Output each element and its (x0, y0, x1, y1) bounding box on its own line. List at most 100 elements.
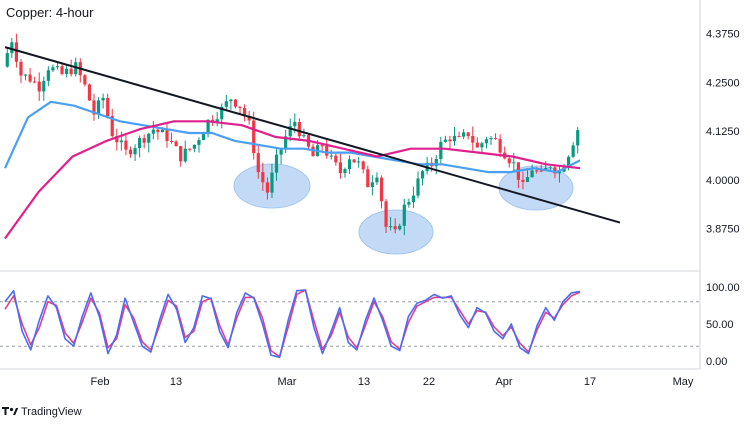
candle-body (224, 101, 228, 107)
candle-body (489, 138, 493, 140)
candle-body (220, 106, 224, 120)
candle-body (96, 100, 101, 115)
candle-body (33, 81, 37, 83)
candle-body (124, 140, 128, 150)
candle-body (197, 140, 201, 145)
candle-body (297, 121, 301, 137)
candle-body (252, 120, 256, 154)
oscillator-tick-label: 50.00 (706, 319, 734, 331)
candle-body (530, 170, 534, 178)
candle-body (37, 81, 41, 92)
candle-body (571, 145, 575, 157)
candle-body (174, 141, 178, 147)
price-tick-label: 3.8750 (706, 224, 740, 236)
candle-body (179, 146, 183, 162)
candle-body (443, 139, 447, 142)
candle-body (256, 153, 260, 173)
candle-body (274, 154, 279, 173)
candle-body (352, 159, 356, 163)
time-tick-label: Feb (91, 376, 110, 388)
tradingview-logo: TradingView (2, 406, 82, 418)
candle-body (14, 42, 19, 62)
candle-body (261, 172, 265, 183)
candle-body (160, 129, 165, 133)
candle-body (366, 169, 370, 188)
candle-body (484, 139, 489, 144)
candle-body (480, 143, 484, 148)
candle-body (201, 133, 206, 141)
candle-body (42, 80, 46, 92)
candle-body (452, 135, 457, 142)
trendline-group (4, 46, 621, 224)
time-axis[interactable]: Feb 13 Mar 13 22 Apr 17 May (91, 376, 694, 388)
candle-body (343, 169, 347, 174)
candle-body (407, 202, 411, 205)
candle-body (46, 70, 50, 81)
candle-body (55, 66, 60, 68)
candle-body (334, 155, 338, 163)
candle-body (457, 135, 461, 137)
price-tick-label: 4.2500 (706, 77, 740, 89)
candle-body (151, 129, 155, 134)
candle-body (420, 171, 425, 179)
candle-body (539, 170, 543, 172)
oscillator-tick-label: 100.00 (706, 282, 740, 294)
candle-body (434, 158, 438, 167)
oscillator-axis[interactable]: 100.00 50.00 0.00 (706, 282, 740, 368)
candle-body (142, 138, 146, 143)
candle-body (165, 129, 169, 142)
candle-body (10, 42, 14, 54)
candle-body (553, 167, 557, 174)
candle-body (398, 225, 402, 230)
candle-body (119, 140, 123, 143)
candle-body (138, 138, 142, 149)
stochastic-k-line (4, 289, 581, 359)
candle-body (576, 130, 580, 146)
time-tick-label: 17 (584, 376, 596, 388)
candle-body (325, 146, 329, 156)
candle-body (462, 132, 466, 137)
candle-body (51, 67, 55, 71)
candle-body (87, 84, 92, 101)
price-tick-label: 4.3750 (706, 29, 740, 41)
price-tick-label: 4.0000 (706, 175, 740, 187)
candle-body (192, 144, 196, 149)
candlesticks (5, 33, 580, 236)
candle-body (242, 108, 247, 117)
candle-body (133, 148, 137, 155)
candle-body (557, 171, 562, 174)
candle-body (23, 74, 28, 76)
oscillator-tick-label: 0.00 (706, 356, 727, 368)
candle-body (493, 138, 498, 140)
candle-body (247, 116, 251, 121)
time-tick-label: Apr (495, 376, 512, 388)
candle-body (361, 161, 365, 170)
candle-body (65, 68, 69, 74)
support-zone-2 (358, 209, 434, 255)
time-tick-label: 13 (170, 376, 182, 388)
candle-body (69, 68, 73, 75)
price-axis[interactable]: 4.3750 4.2500 4.1250 4.0000 3.8750 (706, 29, 740, 236)
candle-body (188, 148, 192, 150)
moving-averages (3, 100, 581, 240)
candle-body (60, 66, 64, 74)
candle-body (238, 106, 242, 109)
candle-body (402, 204, 406, 226)
candle-body (233, 99, 238, 107)
candle-body (512, 162, 516, 164)
candle-body (357, 161, 361, 163)
candle-body (320, 145, 324, 147)
candle-body (169, 141, 174, 143)
candle-body (475, 142, 479, 148)
candle-body (471, 136, 475, 143)
candle-body (115, 136, 119, 143)
candle-body (448, 139, 452, 142)
candle-body (548, 167, 552, 169)
candle-body (270, 172, 274, 193)
candle-body (379, 177, 384, 202)
time-tick-label: May (673, 376, 694, 388)
candle-body (507, 158, 511, 164)
candle-body (411, 195, 416, 203)
chart-title: Copper: 4-hour (6, 5, 94, 20)
